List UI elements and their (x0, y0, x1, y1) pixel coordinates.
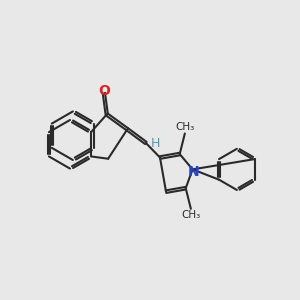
Text: N: N (188, 165, 200, 179)
Text: CH₃: CH₃ (181, 210, 200, 220)
Text: CH₃: CH₃ (175, 122, 194, 132)
Text: H: H (151, 137, 160, 150)
Text: O: O (98, 84, 110, 98)
